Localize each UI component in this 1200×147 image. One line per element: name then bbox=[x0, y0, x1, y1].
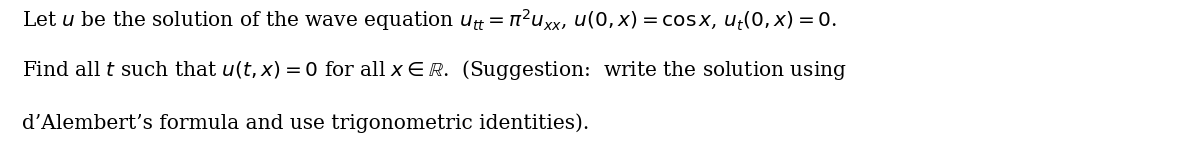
Text: Find all $t$ such that $u(t, x) = 0$ for all $x \in \mathbb{R}$.  (Suggestion:  : Find all $t$ such that $u(t, x) = 0$ for… bbox=[22, 59, 846, 82]
Text: Let $u$ be the solution of the wave equation $u_{tt} = \pi^2 u_{xx}$, $u(0, x) =: Let $u$ be the solution of the wave equa… bbox=[22, 7, 836, 33]
Text: d’Alembert’s formula and use trigonometric identities).: d’Alembert’s formula and use trigonometr… bbox=[22, 114, 589, 133]
